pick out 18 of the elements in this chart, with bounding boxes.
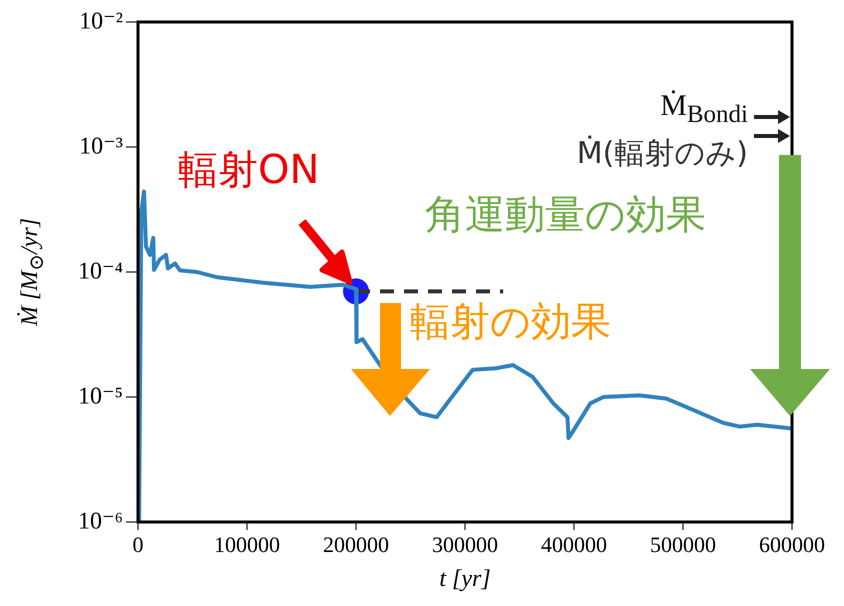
x-tick-label: 600000 bbox=[759, 532, 825, 557]
y-tick-label: 10⁻⁶ bbox=[78, 508, 123, 534]
y-tick-label: 10⁻³ bbox=[79, 133, 123, 160]
y-tick-label: 10⁻² bbox=[79, 8, 123, 34]
x-tick-label: 200000 bbox=[323, 532, 389, 557]
x-tick-label: 500000 bbox=[650, 532, 716, 557]
x-tick-label: 400000 bbox=[541, 532, 607, 557]
annotation: Ṁ$_{Bondi}$ bbox=[660, 88, 748, 130]
x-tick-label: 300000 bbox=[432, 532, 498, 557]
annotation: 輻射ON bbox=[178, 147, 320, 193]
annotation: Ṁ(輻射のみ) bbox=[576, 134, 748, 173]
x-tick-label: 100000 bbox=[214, 532, 280, 557]
annotation: 角運動量の効果 bbox=[425, 192, 706, 238]
x-tick-label: 0 bbox=[132, 532, 144, 557]
y-tick-label: 10⁻⁵ bbox=[78, 383, 123, 410]
annotation: 輻射の効果 bbox=[410, 299, 611, 345]
x-axis-title: t [yr] bbox=[438, 566, 492, 593]
y-tick-label: 10⁻⁴ bbox=[78, 258, 123, 284]
